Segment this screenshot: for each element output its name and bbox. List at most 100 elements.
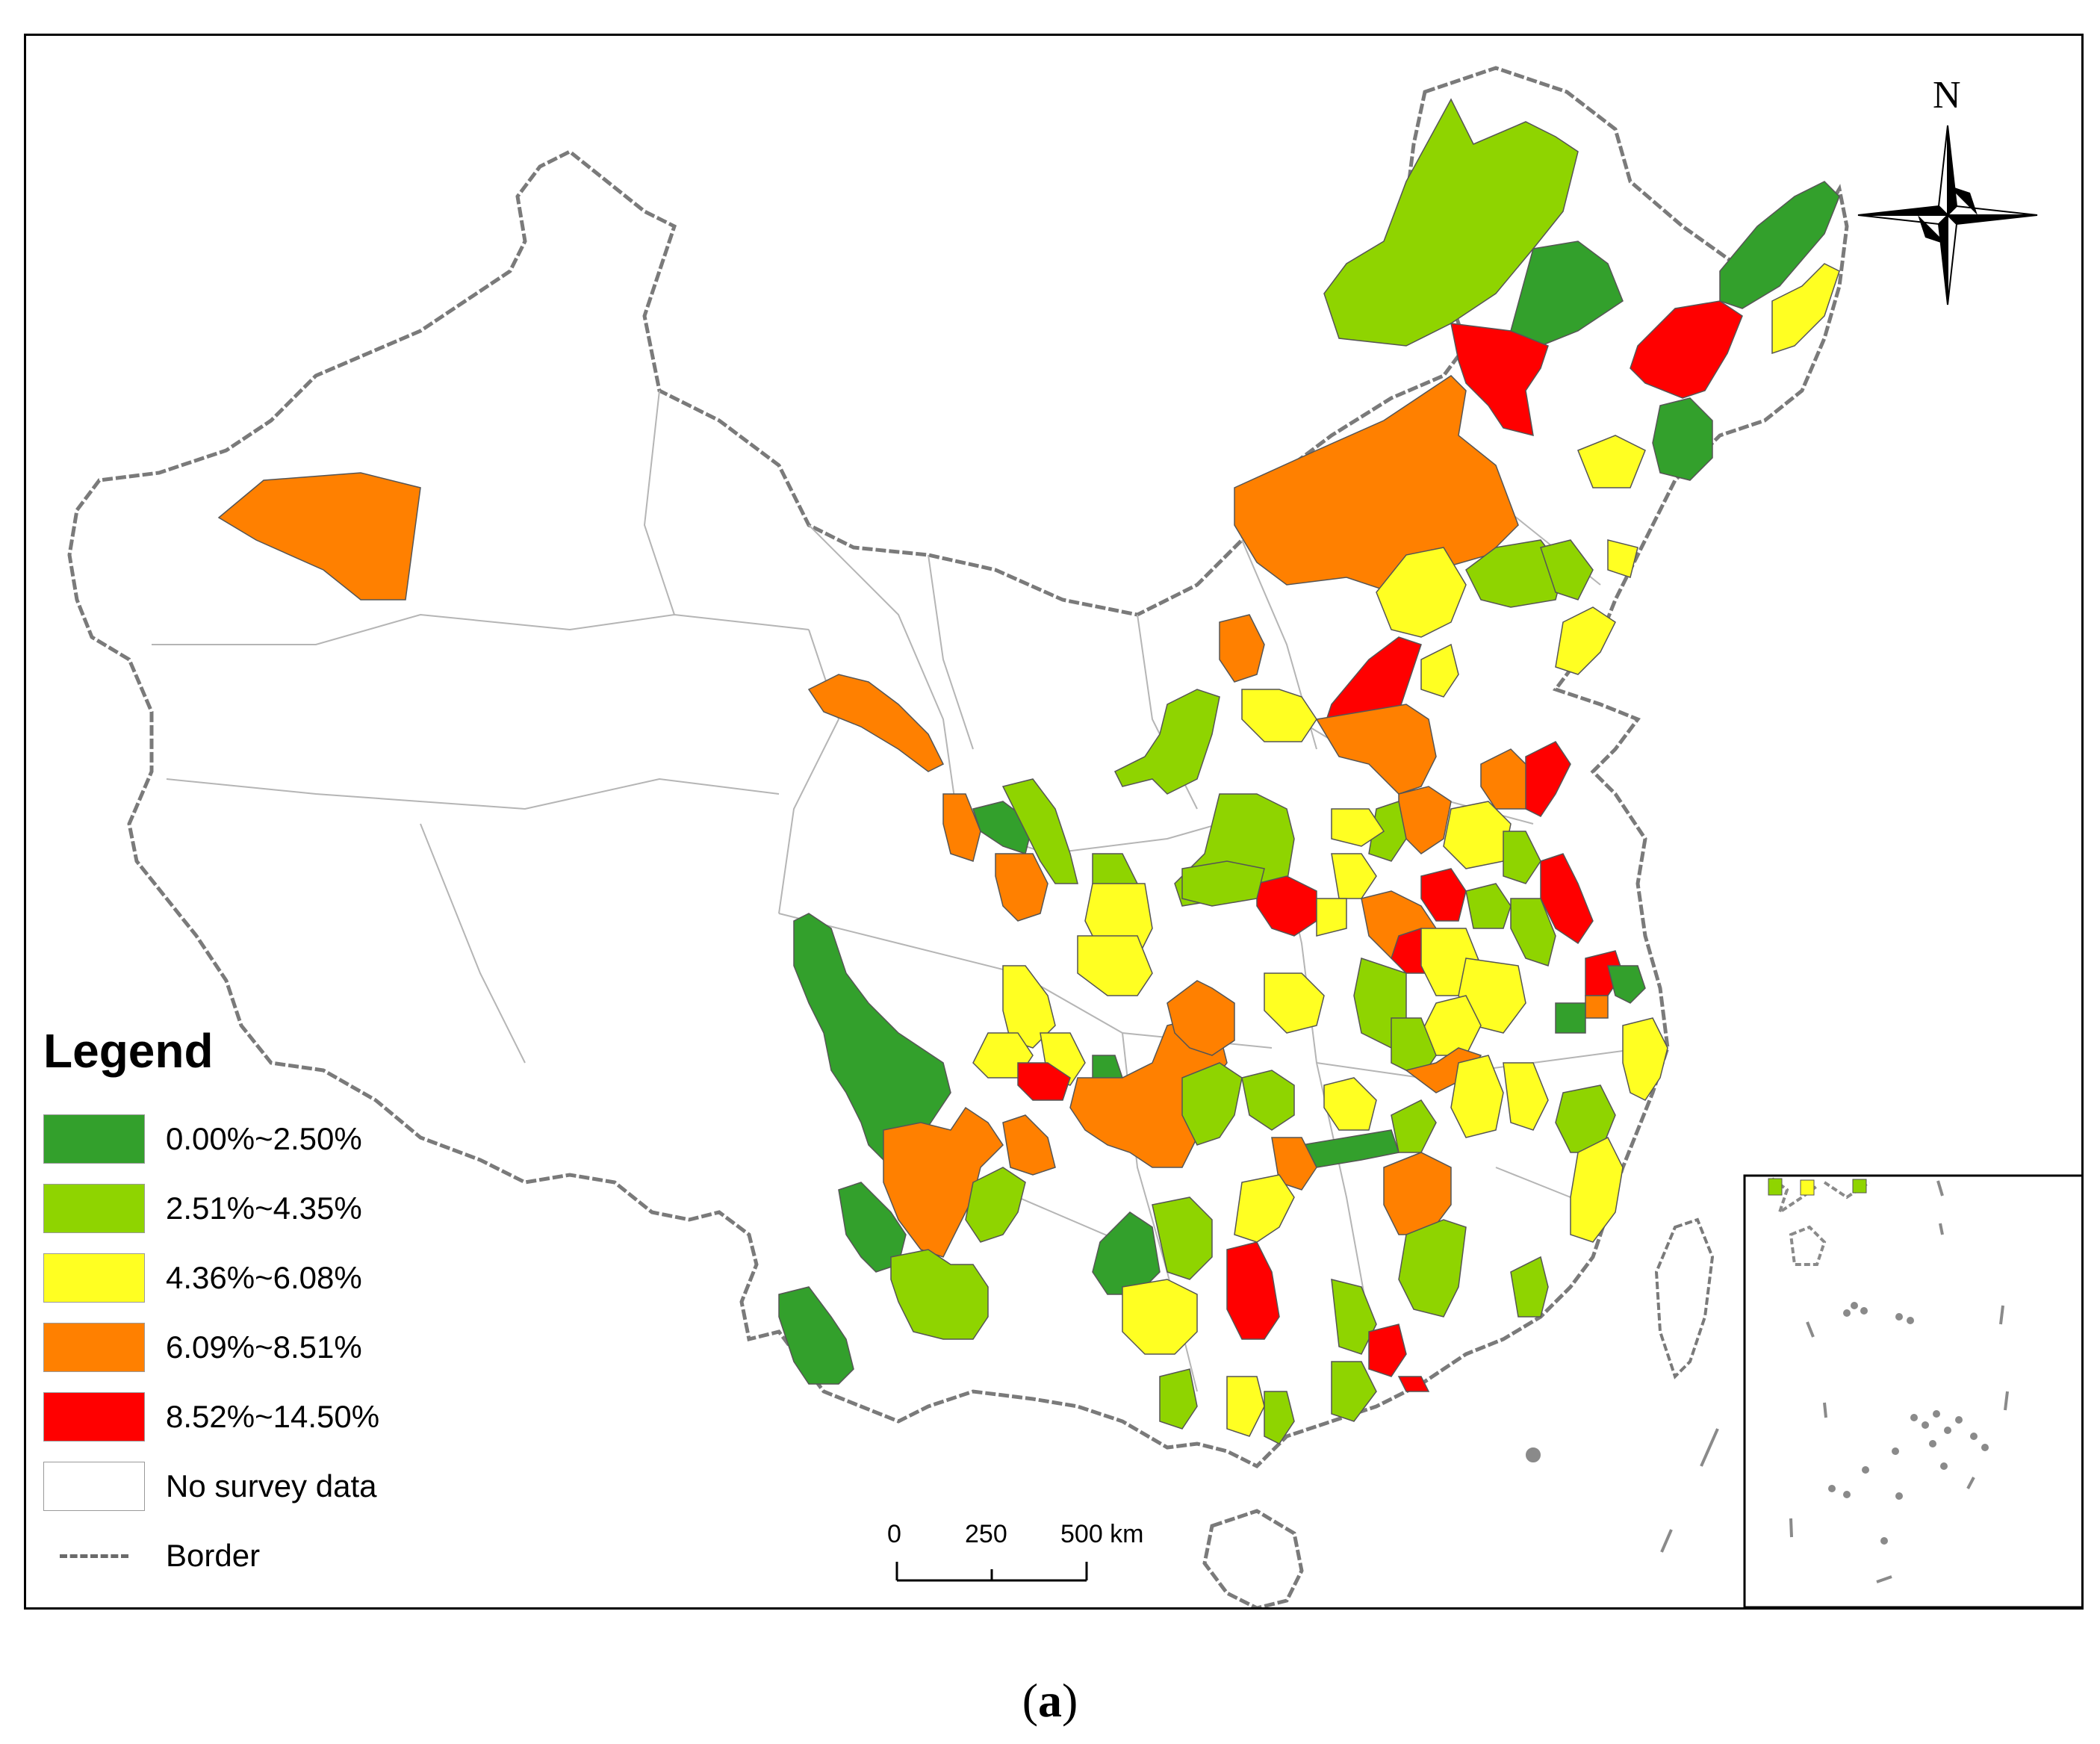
- legend-label: 2.51%~4.35%: [166, 1191, 362, 1226]
- region-yunnan-green2: [890, 1249, 989, 1340]
- map-frame: [24, 34, 2084, 1610]
- region-qingdao: [1525, 741, 1571, 817]
- region-henan-yellow2: [1316, 898, 1347, 937]
- caption-open: (: [1022, 1674, 1038, 1727]
- legend-item: No survey data: [43, 1460, 376, 1512]
- hainan-island: [1202, 1509, 1304, 1607]
- legend-item: 6.09%~8.51%: [43, 1321, 362, 1374]
- china-map: [67, 66, 2081, 1607]
- region-guangxi-yellow: [1122, 1279, 1198, 1355]
- region-lianyungang: [1503, 831, 1541, 884]
- region-jilin-green: [1652, 397, 1713, 481]
- region-chengdu-red: [1017, 1062, 1071, 1101]
- region-chenzhou-red: [1226, 1241, 1280, 1340]
- region-tianshui: [995, 853, 1049, 922]
- north-arrow-icon: [1857, 125, 2038, 305]
- region-tianjin: [1420, 643, 1459, 698]
- region-huzhou: [1555, 1002, 1586, 1034]
- region-jiangxi-orange: [1405, 1047, 1482, 1093]
- figure-caption: (a): [0, 1673, 2100, 1728]
- region-luoyang: [1256, 875, 1317, 937]
- region-jiuquan: [807, 674, 945, 772]
- region-dalian: [1555, 606, 1616, 675]
- region-jiangxi-yellow: [1450, 1055, 1504, 1138]
- region-suzhou: [1607, 965, 1646, 1004]
- region-hangzhou: [1585, 995, 1609, 1019]
- legend-title: Legend: [43, 1024, 214, 1078]
- region-jiangxi-yellow2: [1503, 1062, 1549, 1131]
- legend-item: 8.52%~14.50%: [43, 1391, 379, 1443]
- region-gansu-orange: [942, 793, 981, 862]
- legend-item: 4.36%~6.08%: [43, 1252, 362, 1304]
- legend-swatch: [43, 1462, 145, 1511]
- legend-swatch: [43, 1323, 145, 1372]
- region-chengde: [1376, 547, 1467, 638]
- region-hunan-green: [1391, 1099, 1437, 1153]
- legend-item: 0.00%~2.50%: [43, 1113, 362, 1165]
- region-xishuangbanna: [778, 1286, 854, 1385]
- region-jixi-east: [1719, 181, 1840, 309]
- taiwan-island: [1654, 1217, 1715, 1380]
- region-hubei-green2: [1241, 1070, 1295, 1131]
- region-wenzhou-yellow: [1570, 1136, 1624, 1243]
- region-hubei-yellow: [1264, 972, 1325, 1034]
- region-guizhou-orange: [1002, 1114, 1056, 1176]
- region-guangxi-green3: [1159, 1368, 1198, 1430]
- legend-label: 4.36%~6.08%: [166, 1260, 362, 1295]
- scale-tick-250: 250: [965, 1520, 1007, 1548]
- scale-tick-500: 500 km: [1060, 1520, 1144, 1548]
- scale-tick-0: 0: [887, 1520, 901, 1548]
- island-marks: [1526, 1428, 1719, 1553]
- border-line-icon: [43, 1531, 145, 1580]
- region-shaanxi-green: [1181, 860, 1265, 907]
- caption-close: ): [1062, 1674, 1078, 1727]
- region-guangxi-green2: [1152, 1197, 1213, 1280]
- region-shijiazhuang: [1315, 704, 1437, 795]
- legend-label: 6.09%~8.51%: [166, 1329, 362, 1365]
- region-shenzhen-red: [1368, 1323, 1407, 1377]
- caption-letter: a: [1038, 1674, 1062, 1727]
- region-datong-orange: [1219, 614, 1265, 683]
- inset-map: [1743, 1174, 2081, 1607]
- region-henan-yellow: [1331, 853, 1377, 899]
- region-hulunbuir: [1323, 98, 1579, 347]
- region-dezhou: [1368, 801, 1407, 862]
- region-yunnan-green1: [838, 1182, 907, 1273]
- legend-item: 2.51%~4.35%: [43, 1182, 362, 1235]
- region-heze: [1331, 808, 1385, 847]
- region-hanzhong-yellow: [1077, 935, 1153, 996]
- region-hubei-orange: [1167, 980, 1235, 1056]
- legend-label: Border: [166, 1538, 261, 1573]
- region-jilin-yellow: [1577, 435, 1646, 488]
- region-gansu-green: [1001, 778, 1078, 884]
- region-chifeng: [1234, 375, 1519, 593]
- region-hunan-yellow-mid: [1234, 1174, 1295, 1243]
- legend-swatch: [43, 1184, 145, 1233]
- region-shanxi-yellow: [1241, 689, 1317, 742]
- region-yingkou: [1607, 539, 1638, 578]
- region-fujian-green: [1510, 1256, 1549, 1318]
- region-polygons: [217, 98, 1840, 1444]
- region-hunan-orange2: [1383, 1152, 1452, 1235]
- legend-label: 0.00%~2.50%: [166, 1121, 362, 1156]
- region-nanjing: [1510, 898, 1556, 966]
- region-kashgar: [217, 472, 421, 601]
- north-label: N: [1933, 74, 1961, 117]
- legend-swatch: [43, 1253, 145, 1303]
- legend-item: Border: [43, 1530, 260, 1582]
- region-dalian-north: [1540, 539, 1594, 601]
- region-guangxi-yellow2: [1226, 1376, 1265, 1437]
- region-guangdong-green2: [1331, 1361, 1377, 1422]
- region-guangxi-green4: [1264, 1391, 1295, 1444]
- legend-swatch: [43, 1392, 145, 1442]
- region-hubei-green: [1181, 1062, 1243, 1146]
- region-ordos: [1113, 689, 1220, 795]
- region-jiangxi-green: [1398, 1219, 1467, 1318]
- region-guangdong-red2: [1397, 1376, 1430, 1392]
- region-mudanjiang: [1771, 263, 1840, 355]
- region-ningbo-yellow: [1622, 1017, 1668, 1101]
- region-guizhou-green: [965, 1167, 1026, 1243]
- region-qiqihar: [1450, 323, 1549, 437]
- legend-label: No survey data: [166, 1468, 377, 1503]
- region-xuzhou: [1420, 868, 1467, 922]
